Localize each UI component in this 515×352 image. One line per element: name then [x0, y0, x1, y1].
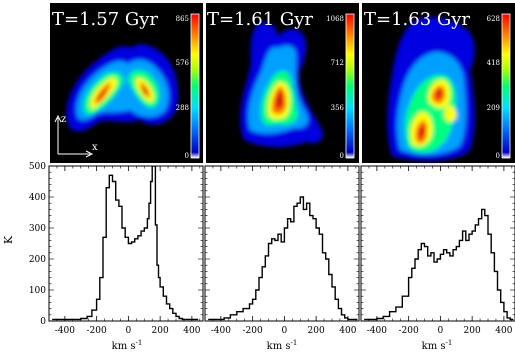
density-blob [387, 17, 475, 161]
density-blob [66, 44, 179, 132]
histogram-panels: -400 -200 0 200 400 0 100 200 300 400 500 -400 -200 0… [29, 162, 515, 336]
plot-frame [360, 165, 515, 322]
colorbar-tick-label: 418 [487, 59, 500, 67]
histogram-line [52, 166, 199, 321]
y-tick-label: 500 [29, 162, 46, 172]
axes-indicator: z x [54, 114, 98, 158]
map-panel-3 [362, 3, 515, 163]
time-label: T=1.63 Gyr [364, 9, 470, 30]
time-label: T=1.57 Gyr [52, 9, 158, 30]
z-axis-label: z [61, 114, 66, 125]
histogram-line [364, 208, 514, 321]
x-tick-label: -200 [399, 326, 419, 336]
x-tick-label: 0 [282, 326, 288, 336]
x-tick-label: -400 [55, 326, 75, 336]
density-blob [240, 21, 323, 147]
x-tick-label: -400 [211, 326, 231, 336]
y-axis-label: K [2, 235, 15, 244]
x-axis-label: km s-1 [112, 339, 143, 352]
colorbar-tick-label: 0 [496, 152, 500, 160]
x-arrow-head [85, 150, 94, 158]
colorbar [345, 13, 355, 159]
colorbar-tick-label: 0 [185, 152, 189, 160]
x-tick-label: 200 [152, 326, 169, 336]
colorbar-tick-label: 628 [487, 15, 500, 23]
map-panel-2 [206, 3, 359, 163]
map-panel-1 [50, 3, 203, 163]
colorbar-tick-label: 356 [331, 104, 345, 112]
histogram-panel: -400 -200 0 200 400 [360, 165, 515, 336]
y-tick-label: 200 [29, 255, 46, 265]
colorbar-tick-label: 209 [487, 104, 500, 112]
x-tick-label: 400 [339, 326, 356, 336]
x-tick-label: 200 [464, 326, 481, 336]
histogram-panel: -400 -200 0 200 400 [204, 165, 360, 336]
colorbar [501, 13, 511, 159]
x-tick-label: 0 [438, 326, 444, 336]
x-tick-label: -400 [367, 326, 387, 336]
x-tick-label: -200 [87, 326, 107, 336]
x-axis-label: x [92, 142, 98, 153]
x-axis-label: km s-1 [422, 339, 453, 352]
plot-frame [48, 165, 204, 322]
x-tick-label: -200 [243, 326, 263, 336]
colorbar-tick-label: 576 [176, 59, 190, 67]
x-tick-label: 400 [183, 326, 200, 336]
colorbar-tick-label: 0 [340, 152, 344, 160]
colorbar-tick-label: 865 [176, 15, 189, 23]
plot-frame [204, 165, 360, 322]
x-tick-label: 200 [308, 326, 325, 336]
colorbar-tick-label: 288 [176, 104, 189, 112]
colorbar-tick-label: 1068 [326, 15, 344, 23]
y-tick-label: 400 [29, 193, 46, 203]
histogram-panel: -400 -200 0 200 400 0 100 200 300 400 500 [29, 162, 204, 336]
x-axis-label: km s-1 [267, 339, 298, 352]
z-arrow-head [54, 114, 62, 123]
colorbar [190, 13, 200, 159]
y-tick-label: 0 [40, 317, 46, 327]
histogram-line [208, 196, 358, 321]
x-tick-label: 400 [495, 326, 512, 336]
y-tick-label: 100 [29, 286, 46, 296]
y-tick-label: 300 [29, 224, 46, 234]
colorbar-tick-label: 712 [331, 59, 344, 67]
x-tick-label: 0 [126, 326, 132, 336]
time-label: T=1.61 Gyr [207, 9, 313, 30]
